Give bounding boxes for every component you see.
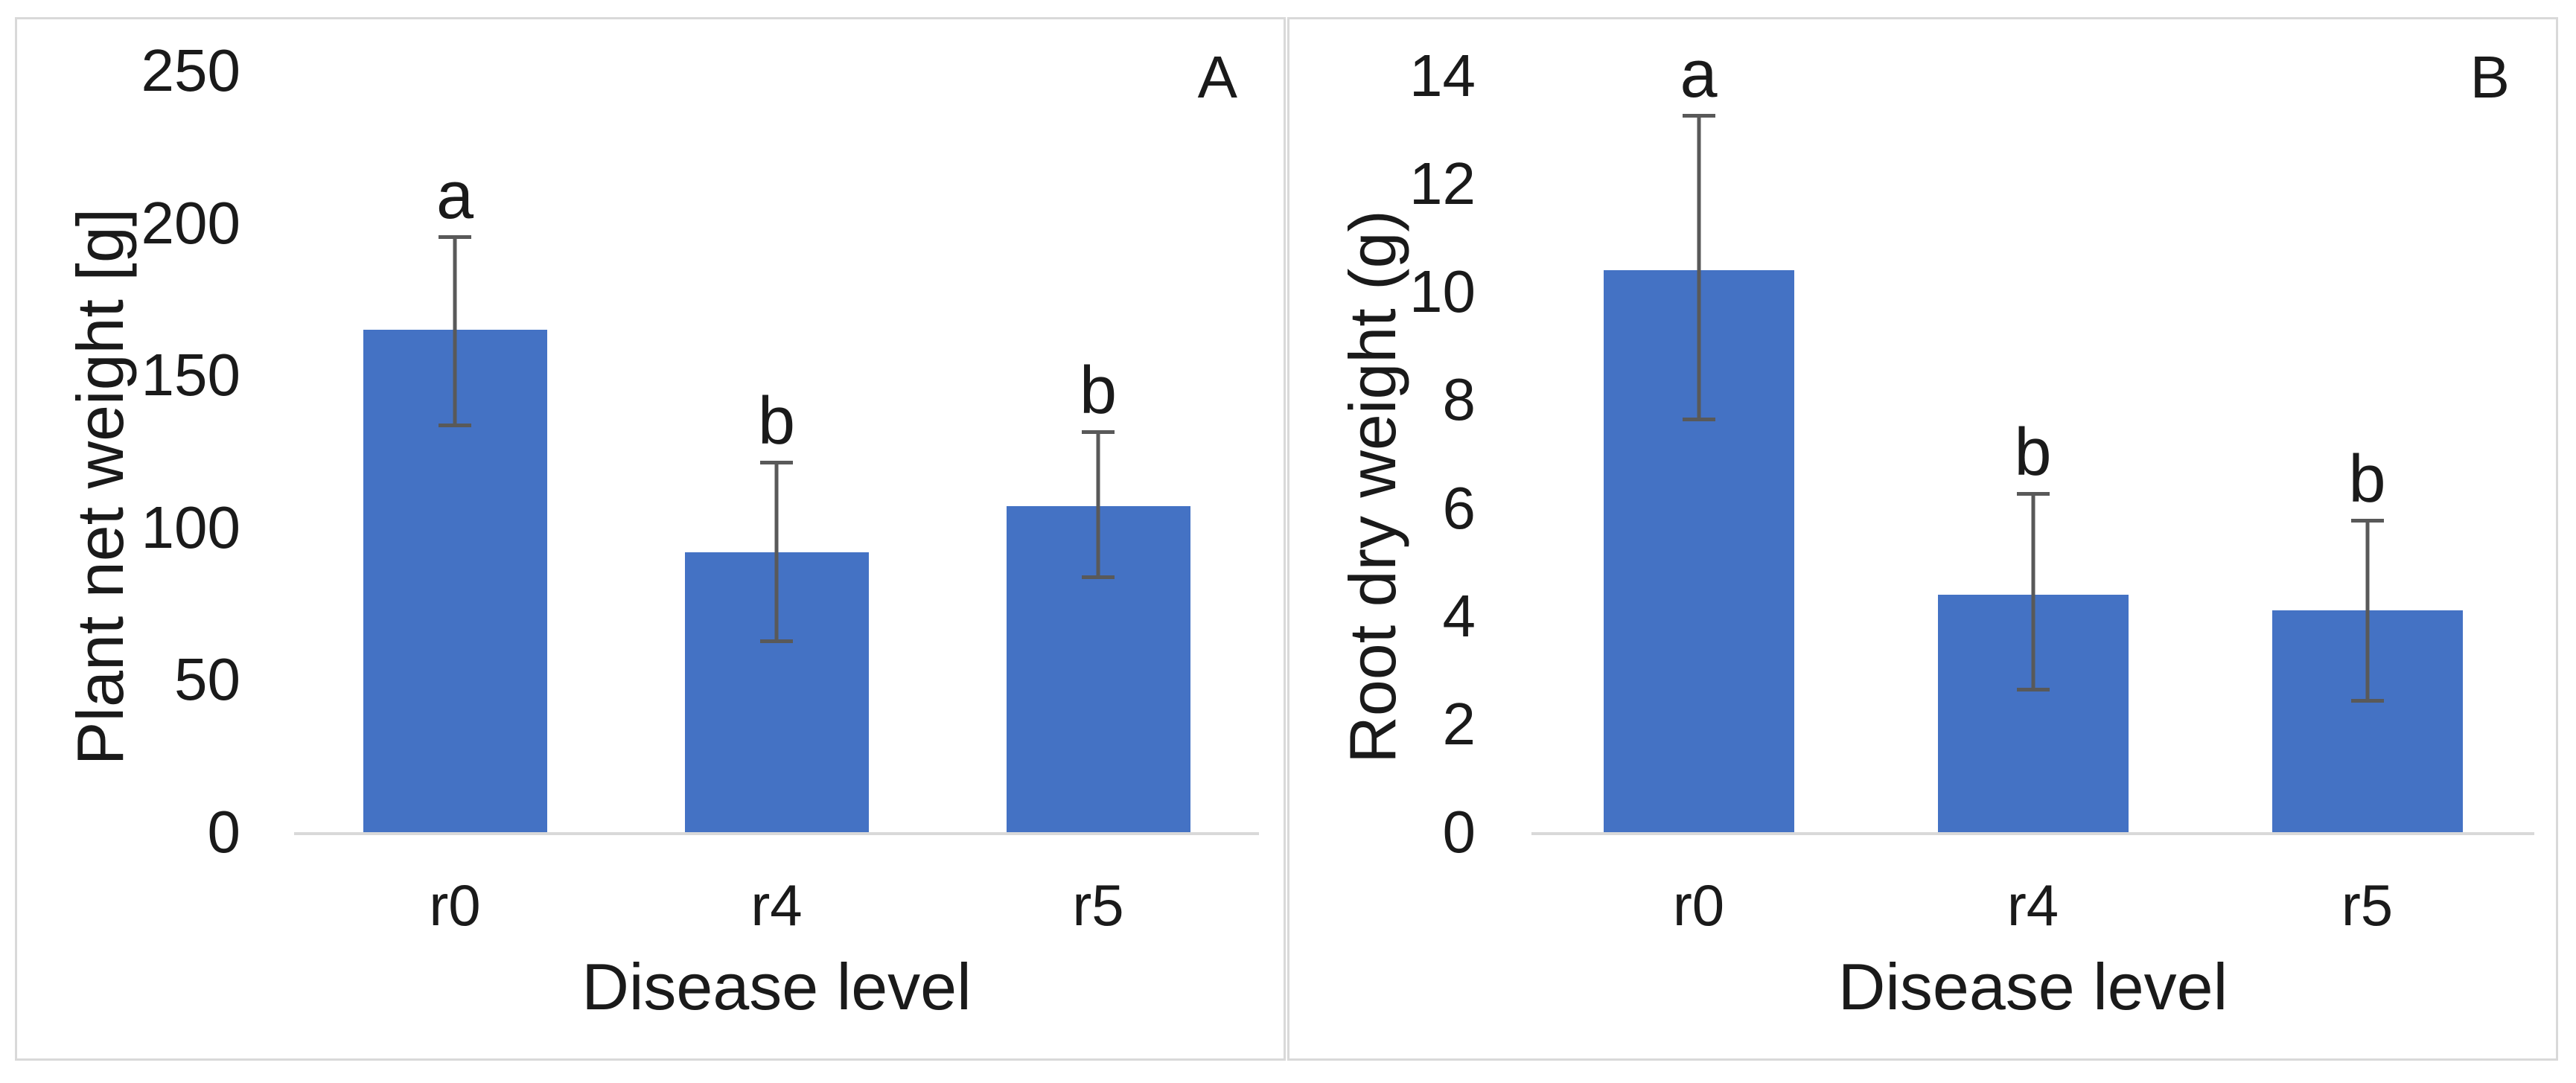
error-bar-r5 [1082, 429, 1115, 580]
error-bar-cap-bottom-r0 [439, 423, 471, 427]
error-bar-line-r5 [2365, 519, 2369, 703]
plot-area-a: 0 50 100 150 200 250 a r0 b r4 b r5 [17, 19, 1284, 1058]
error-bar-r0 [1682, 113, 1715, 422]
y-axis-title-a: Plant net weight [g] [63, 208, 137, 766]
category-label-r0: r0 [429, 872, 481, 938]
x-axis-title-a: Disease level [581, 950, 972, 1023]
sig-letter-r4: b [757, 383, 796, 459]
x-axis-line [1531, 832, 2534, 835]
y-tick-label-4: 4 [1442, 582, 1476, 649]
error-bar-line-r0 [453, 234, 457, 427]
y-tick-label-14: 14 [1409, 42, 1476, 109]
y-tick-label-0: 0 [207, 799, 241, 865]
error-bar-cap-bottom-r5 [1082, 575, 1115, 580]
y-tick-label-2: 2 [1442, 690, 1476, 757]
panel-b: 0 2 4 6 8 10 12 14 a r0 b r4 b r5 Root dry weight (g)… [1287, 17, 2558, 1061]
category-label-r4: r4 [750, 872, 803, 938]
error-bar-cap-top-r0 [1682, 113, 1715, 118]
panel-letter-b: B [2470, 44, 2510, 110]
error-bar-cap-top-r4 [760, 460, 793, 464]
y-axis-title-b: Root dry weight (g) [1336, 210, 1409, 764]
y-tick-label-100: 100 [141, 493, 240, 560]
category-label-r0: r0 [1672, 872, 1725, 938]
y-tick-label-12: 12 [1409, 150, 1476, 217]
sig-letter-r5: b [2348, 442, 2386, 517]
error-bar-r4 [2016, 491, 2050, 692]
y-tick-label-8: 8 [1442, 366, 1476, 433]
category-label-r5: r5 [1072, 872, 1124, 938]
error-bar-line-r4 [774, 460, 779, 644]
sig-letter-r0: a [436, 158, 474, 233]
error-bar-cap-bottom-r0 [1682, 418, 1715, 422]
error-bar-line-r0 [1697, 113, 1700, 422]
error-bar-cap-bottom-r4 [760, 639, 793, 644]
panel-letter-a: A [1197, 44, 1237, 110]
y-tick-label-250: 250 [141, 37, 240, 103]
error-bar-cap-top-r5 [2350, 519, 2384, 523]
y-tick-label-6: 6 [1442, 474, 1476, 541]
y-tick-label-0: 0 [1442, 799, 1476, 865]
x-axis-title-b: Disease level [1837, 950, 2228, 1023]
error-bar-line-r5 [1096, 429, 1100, 580]
sig-letter-r0: a [1680, 36, 1718, 112]
error-bar-cap-bottom-r4 [2016, 688, 2050, 692]
error-bar-r5 [2350, 519, 2384, 703]
category-label-r4: r4 [2006, 872, 2059, 938]
error-bar-cap-top-r5 [1082, 429, 1115, 434]
error-bar-r4 [760, 460, 793, 644]
error-bar-cap-top-r0 [439, 234, 471, 239]
x-axis-line [294, 832, 1259, 835]
y-tick-label-150: 150 [141, 342, 240, 409]
plot-area-b: 0 2 4 6 8 10 12 14 a r0 b r4 b r5 [1289, 19, 2556, 1058]
error-bar-r0 [439, 234, 471, 427]
error-bar-line-r4 [2031, 491, 2035, 692]
category-label-r5: r5 [2341, 872, 2394, 938]
sig-letter-r4: b [2014, 415, 2052, 490]
error-bar-cap-bottom-r5 [2350, 698, 2384, 703]
sig-letter-r5: b [1079, 353, 1118, 428]
y-tick-label-10: 10 [1409, 258, 1476, 325]
y-tick-label-200: 200 [141, 189, 240, 256]
y-tick-label-50: 50 [174, 646, 240, 713]
panel-a: 0 50 100 150 200 250 a r0 b r4 b r5 Plant net weigh… [15, 17, 1286, 1061]
error-bar-cap-top-r4 [2016, 491, 2050, 496]
